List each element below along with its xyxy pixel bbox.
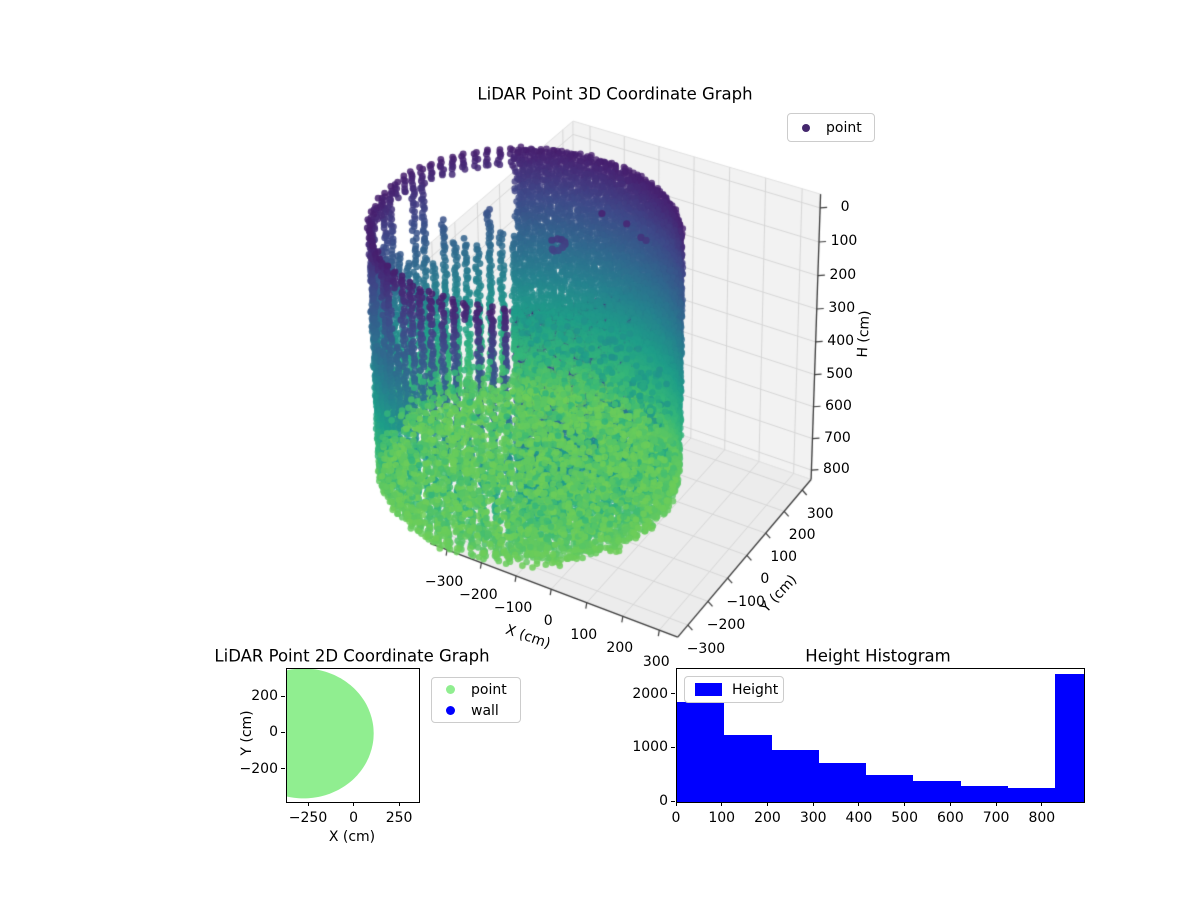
x-tick-mark xyxy=(398,802,400,806)
plot-3d-legend: point xyxy=(787,113,875,142)
legend-label: point xyxy=(826,119,862,136)
y-tick-label: 0 xyxy=(760,571,770,588)
plot-3d-title: LiDAR Point 3D Coordinate Graph xyxy=(477,84,753,104)
plot-2d-xaxis-label: X (cm) xyxy=(328,829,376,845)
h-tick-label: 200 xyxy=(829,266,857,283)
x-tick-label: 0 xyxy=(349,810,359,826)
point-marker-icon xyxy=(802,123,810,132)
y-tick-mark xyxy=(281,695,285,697)
histogram-bars xyxy=(677,669,1084,802)
x-tick-label: −200 xyxy=(459,586,498,603)
h-tick-label: 100 xyxy=(830,232,858,249)
legend-label: wall xyxy=(471,702,499,719)
histogram-bar xyxy=(1007,788,1056,802)
x-tick-mark xyxy=(904,802,906,806)
y-tick-label: 200 xyxy=(788,527,816,544)
x-tick-label: 0 xyxy=(671,810,681,826)
plot-2d-axes xyxy=(286,668,420,803)
y-tick-mark xyxy=(671,746,675,748)
h-tick-label: 0 xyxy=(840,198,850,215)
y-tick-label: 300 xyxy=(806,505,834,522)
x-tick-mark xyxy=(766,802,768,806)
x-tick-label: −100 xyxy=(493,599,533,616)
point-marker-icon xyxy=(446,685,455,694)
y-tick-label: 200 xyxy=(251,688,278,705)
legend-label: Height xyxy=(732,681,779,698)
plot-3d-haxis-label: H (cm) xyxy=(854,309,874,359)
legend-item-point: point xyxy=(432,679,520,700)
y-tick-mark xyxy=(671,693,675,695)
x-tick-mark xyxy=(949,802,951,806)
x-tick-label: 500 xyxy=(891,810,919,826)
y-tick-label: 1000 xyxy=(632,739,668,756)
legend-item-height: Height xyxy=(685,679,783,700)
y-tick-label: −300 xyxy=(686,641,726,658)
plot-2d-title: LiDAR Point 2D Coordinate Graph xyxy=(214,646,490,666)
x-tick-label: 200 xyxy=(606,640,634,657)
h-tick-label: 700 xyxy=(824,429,851,446)
x-tick-label: 200 xyxy=(754,810,781,826)
x-tick-mark xyxy=(858,802,860,806)
h-tick-label: 400 xyxy=(827,332,855,349)
y-tick-label: 0 xyxy=(269,724,278,741)
histogram-legend: Height xyxy=(684,676,784,703)
y-tick-mark xyxy=(281,731,285,733)
y-tick-label: −200 xyxy=(706,617,746,634)
legend-item-wall: wall xyxy=(432,700,520,721)
histogram-title: Height Histogram xyxy=(805,646,951,666)
plot-2d-scatter-blob xyxy=(287,669,374,799)
x-tick-mark xyxy=(307,802,309,806)
x-tick-label: 100 xyxy=(570,626,598,643)
y-tick-mark xyxy=(671,800,675,802)
x-tick-label: 300 xyxy=(799,810,827,826)
h-tick-label: 300 xyxy=(828,300,856,316)
histogram-bar xyxy=(960,785,1008,802)
y-tick-mark xyxy=(281,768,285,770)
x-tick-mark xyxy=(812,802,814,806)
y-tick-label: −100 xyxy=(726,594,765,611)
height-swatch-icon xyxy=(695,683,722,696)
h-tick-label: 500 xyxy=(826,365,853,382)
histogram-bar xyxy=(818,763,866,802)
y-tick-label: 2000 xyxy=(632,685,668,702)
h-tick-label: 600 xyxy=(825,397,852,414)
legend-label: point xyxy=(471,681,507,698)
histogram-bar xyxy=(677,702,725,802)
x-tick-label: 0 xyxy=(543,613,553,630)
histogram-bar xyxy=(771,749,819,802)
y-tick-label: −200 xyxy=(239,760,278,777)
x-tick-label: 800 xyxy=(1028,810,1056,826)
x-tick-label: 700 xyxy=(982,810,1010,826)
x-tick-mark xyxy=(995,802,997,806)
histogram-bar xyxy=(724,734,772,802)
x-tick-label: −250 xyxy=(288,810,328,826)
histogram-bar xyxy=(1055,673,1084,802)
x-tick-label: 250 xyxy=(385,810,413,826)
y-tick-label: 0 xyxy=(659,793,668,809)
plot-2d-legend: point wall xyxy=(431,677,521,723)
h-tick-label: 800 xyxy=(823,461,850,478)
x-tick-label: −300 xyxy=(424,573,464,590)
histogram-bar xyxy=(913,781,961,802)
y-tick-label: 100 xyxy=(770,549,798,566)
histogram-bar xyxy=(865,775,914,802)
x-tick-label: 100 xyxy=(708,810,736,826)
x-tick-label: 400 xyxy=(845,810,873,826)
wall-marker-icon xyxy=(446,706,455,715)
x-tick-mark xyxy=(675,802,677,806)
x-tick-label: 300 xyxy=(642,654,670,671)
x-tick-mark xyxy=(1041,802,1043,806)
x-tick-label: 600 xyxy=(937,810,964,826)
plot-2d-yaxis-label: Y (cm) xyxy=(239,710,255,756)
legend-item-point: point xyxy=(788,117,874,138)
x-tick-mark xyxy=(721,802,723,806)
x-tick-mark xyxy=(353,802,355,806)
